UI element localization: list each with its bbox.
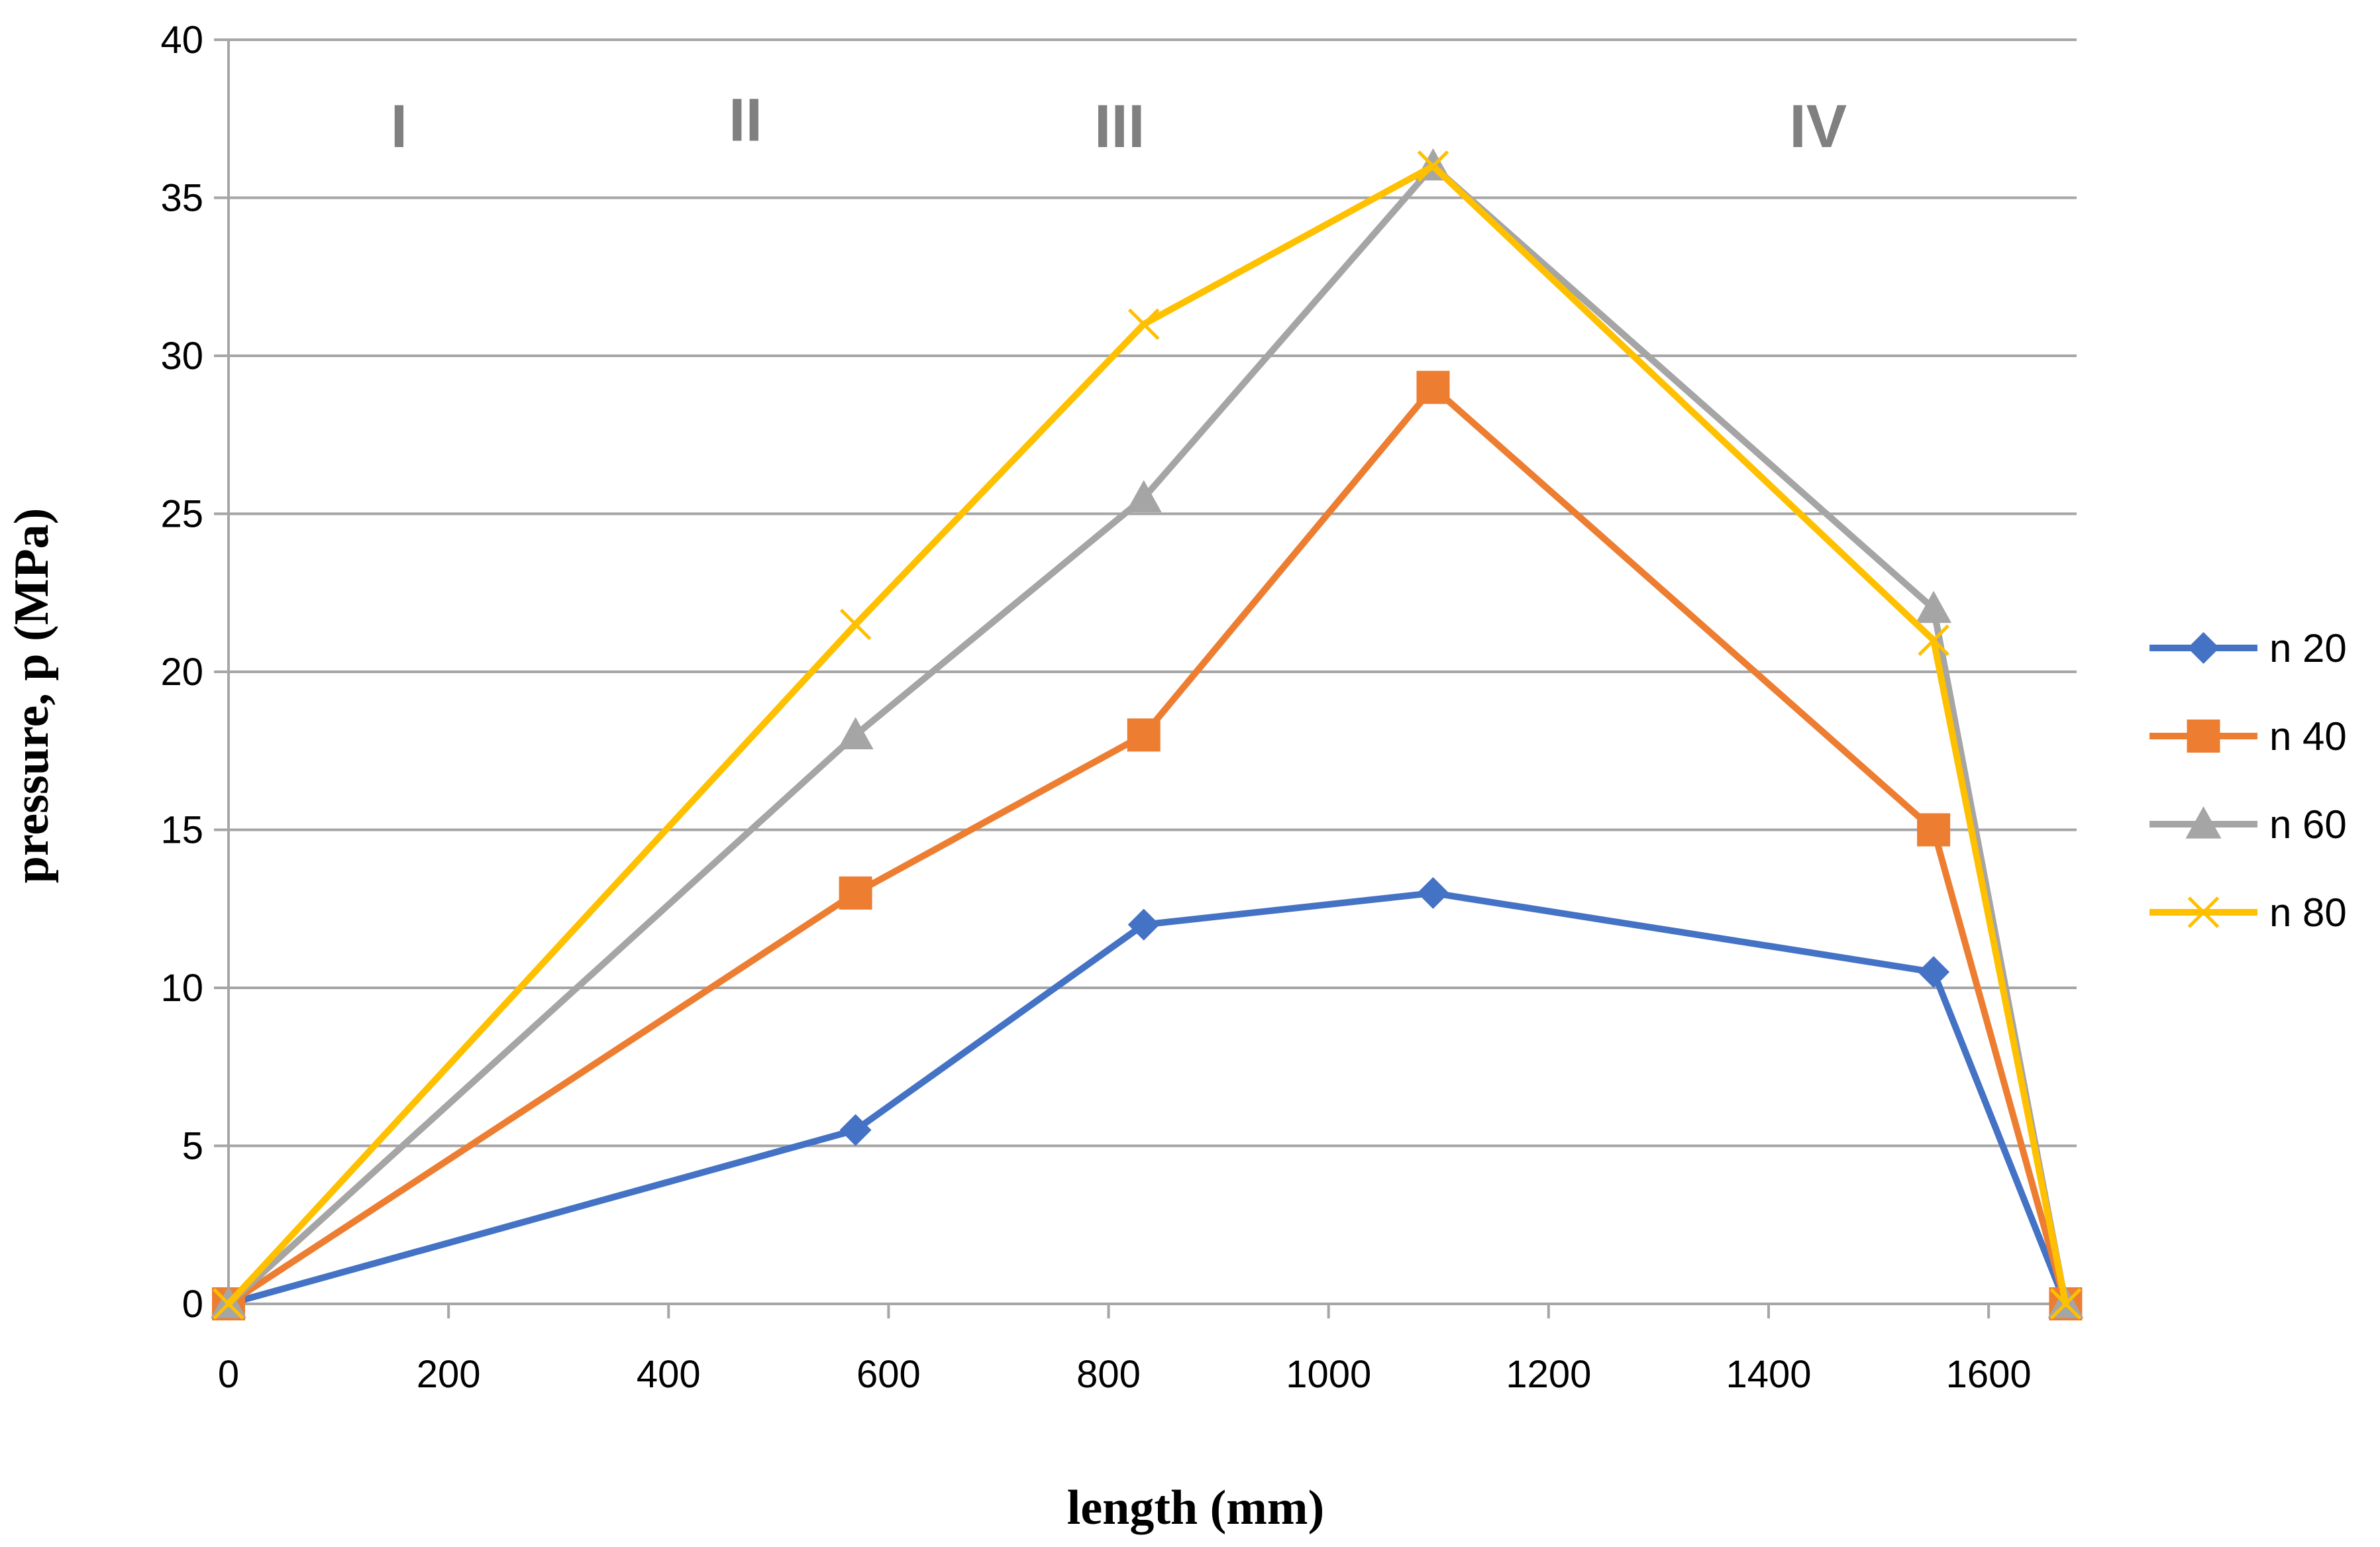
x-tick-label: 800 <box>1076 1353 1141 1396</box>
series-n-20 <box>213 877 2082 1320</box>
y-tick-label: 5 <box>182 1125 203 1168</box>
legend-marker <box>2187 632 2220 664</box>
series-line-n-40 <box>225 384 2069 1307</box>
legend-marker <box>2185 806 2222 839</box>
x-tick-label: 1600 <box>1946 1353 2032 1396</box>
x-tick-label: 200 <box>417 1353 481 1396</box>
x-tick-label: 1000 <box>1286 1353 1371 1396</box>
region-label-II: II <box>729 87 762 154</box>
y-tick-label: 0 <box>182 1283 203 1326</box>
series-line-n-20 <box>225 889 2069 1307</box>
data-point-n-20 <box>839 1114 872 1146</box>
y-tick-label: 25 <box>160 493 203 536</box>
series-n-80 <box>213 150 2082 1320</box>
x-tick-label: 400 <box>637 1353 701 1396</box>
region-label-IV: IV <box>1789 93 1847 160</box>
data-point-n-40 <box>839 876 872 910</box>
legend-marker <box>2187 896 2220 928</box>
series-line-n-80 <box>225 162 2069 1307</box>
y-tick-label: 10 <box>160 967 203 1010</box>
legend-item-n-60: n 60 <box>2149 802 2347 847</box>
data-point-n-80-b <box>213 1288 244 1320</box>
x-tick-label: 0 <box>218 1353 239 1396</box>
gridlines <box>229 38 2077 1147</box>
data-point-n-80 <box>1918 624 1949 657</box>
y-tick-label: 35 <box>160 177 203 220</box>
data-point-n-80-b <box>1918 624 1949 657</box>
x-tick-label: 1400 <box>1726 1353 1811 1396</box>
legend-marker <box>2187 720 2220 753</box>
series-line-n-60 <box>225 162 2069 1307</box>
data-point-n-80 <box>2049 1288 2082 1320</box>
data-series <box>211 148 2084 1320</box>
legend-label: n 20 <box>2269 626 2347 670</box>
data-point-n-80-b <box>1417 150 1449 182</box>
y-tick-label: 20 <box>160 651 203 694</box>
legend-label: n 40 <box>2269 714 2347 759</box>
legend-label: n 80 <box>2269 890 2347 935</box>
data-point-n-40 <box>1917 813 1951 847</box>
legend-label: n 60 <box>2269 802 2347 847</box>
data-point-n-20 <box>1127 908 1160 941</box>
x-tick-label: 600 <box>856 1353 921 1396</box>
legend-item-n-20: n 20 <box>2149 626 2347 670</box>
data-point-n-60 <box>837 717 874 749</box>
data-point-n-80 <box>1127 308 1160 341</box>
legend-marker-b <box>2187 896 2220 928</box>
region-label-I: I <box>391 93 408 160</box>
data-point-n-80 <box>839 608 872 641</box>
data-point-n-80-b <box>2049 1288 2082 1320</box>
data-point-n-60 <box>1125 480 1162 513</box>
data-point-n-40 <box>1416 370 1450 404</box>
data-point-n-60 <box>1916 590 1952 623</box>
region-label-III: III <box>1094 93 1145 160</box>
region-labels: I II III IV <box>391 87 1847 161</box>
x-axis-title: length (mm) <box>1067 1481 1324 1535</box>
legend: n 20 n 40 n 60 n 80 <box>2149 626 2347 935</box>
y-tick-label: 15 <box>160 809 203 852</box>
data-point-n-80-b <box>1127 308 1160 341</box>
data-point-n-80 <box>1417 150 1449 182</box>
data-point-n-40 <box>1127 718 1161 752</box>
data-point-n-20 <box>1918 956 1950 988</box>
data-point-n-20 <box>1417 877 1449 909</box>
legend-item-n-80: n 80 <box>2149 890 2347 935</box>
data-point-n-80 <box>213 1288 244 1320</box>
y-axis-title: pressure, p (MPa) <box>5 508 59 884</box>
y-tick-label: 30 <box>160 335 203 378</box>
x-tick-label: 1200 <box>1506 1353 1591 1396</box>
data-point-n-80-b <box>839 608 872 641</box>
legend-item-n-40: n 40 <box>2149 714 2347 759</box>
y-tick-label: 40 <box>160 19 203 62</box>
